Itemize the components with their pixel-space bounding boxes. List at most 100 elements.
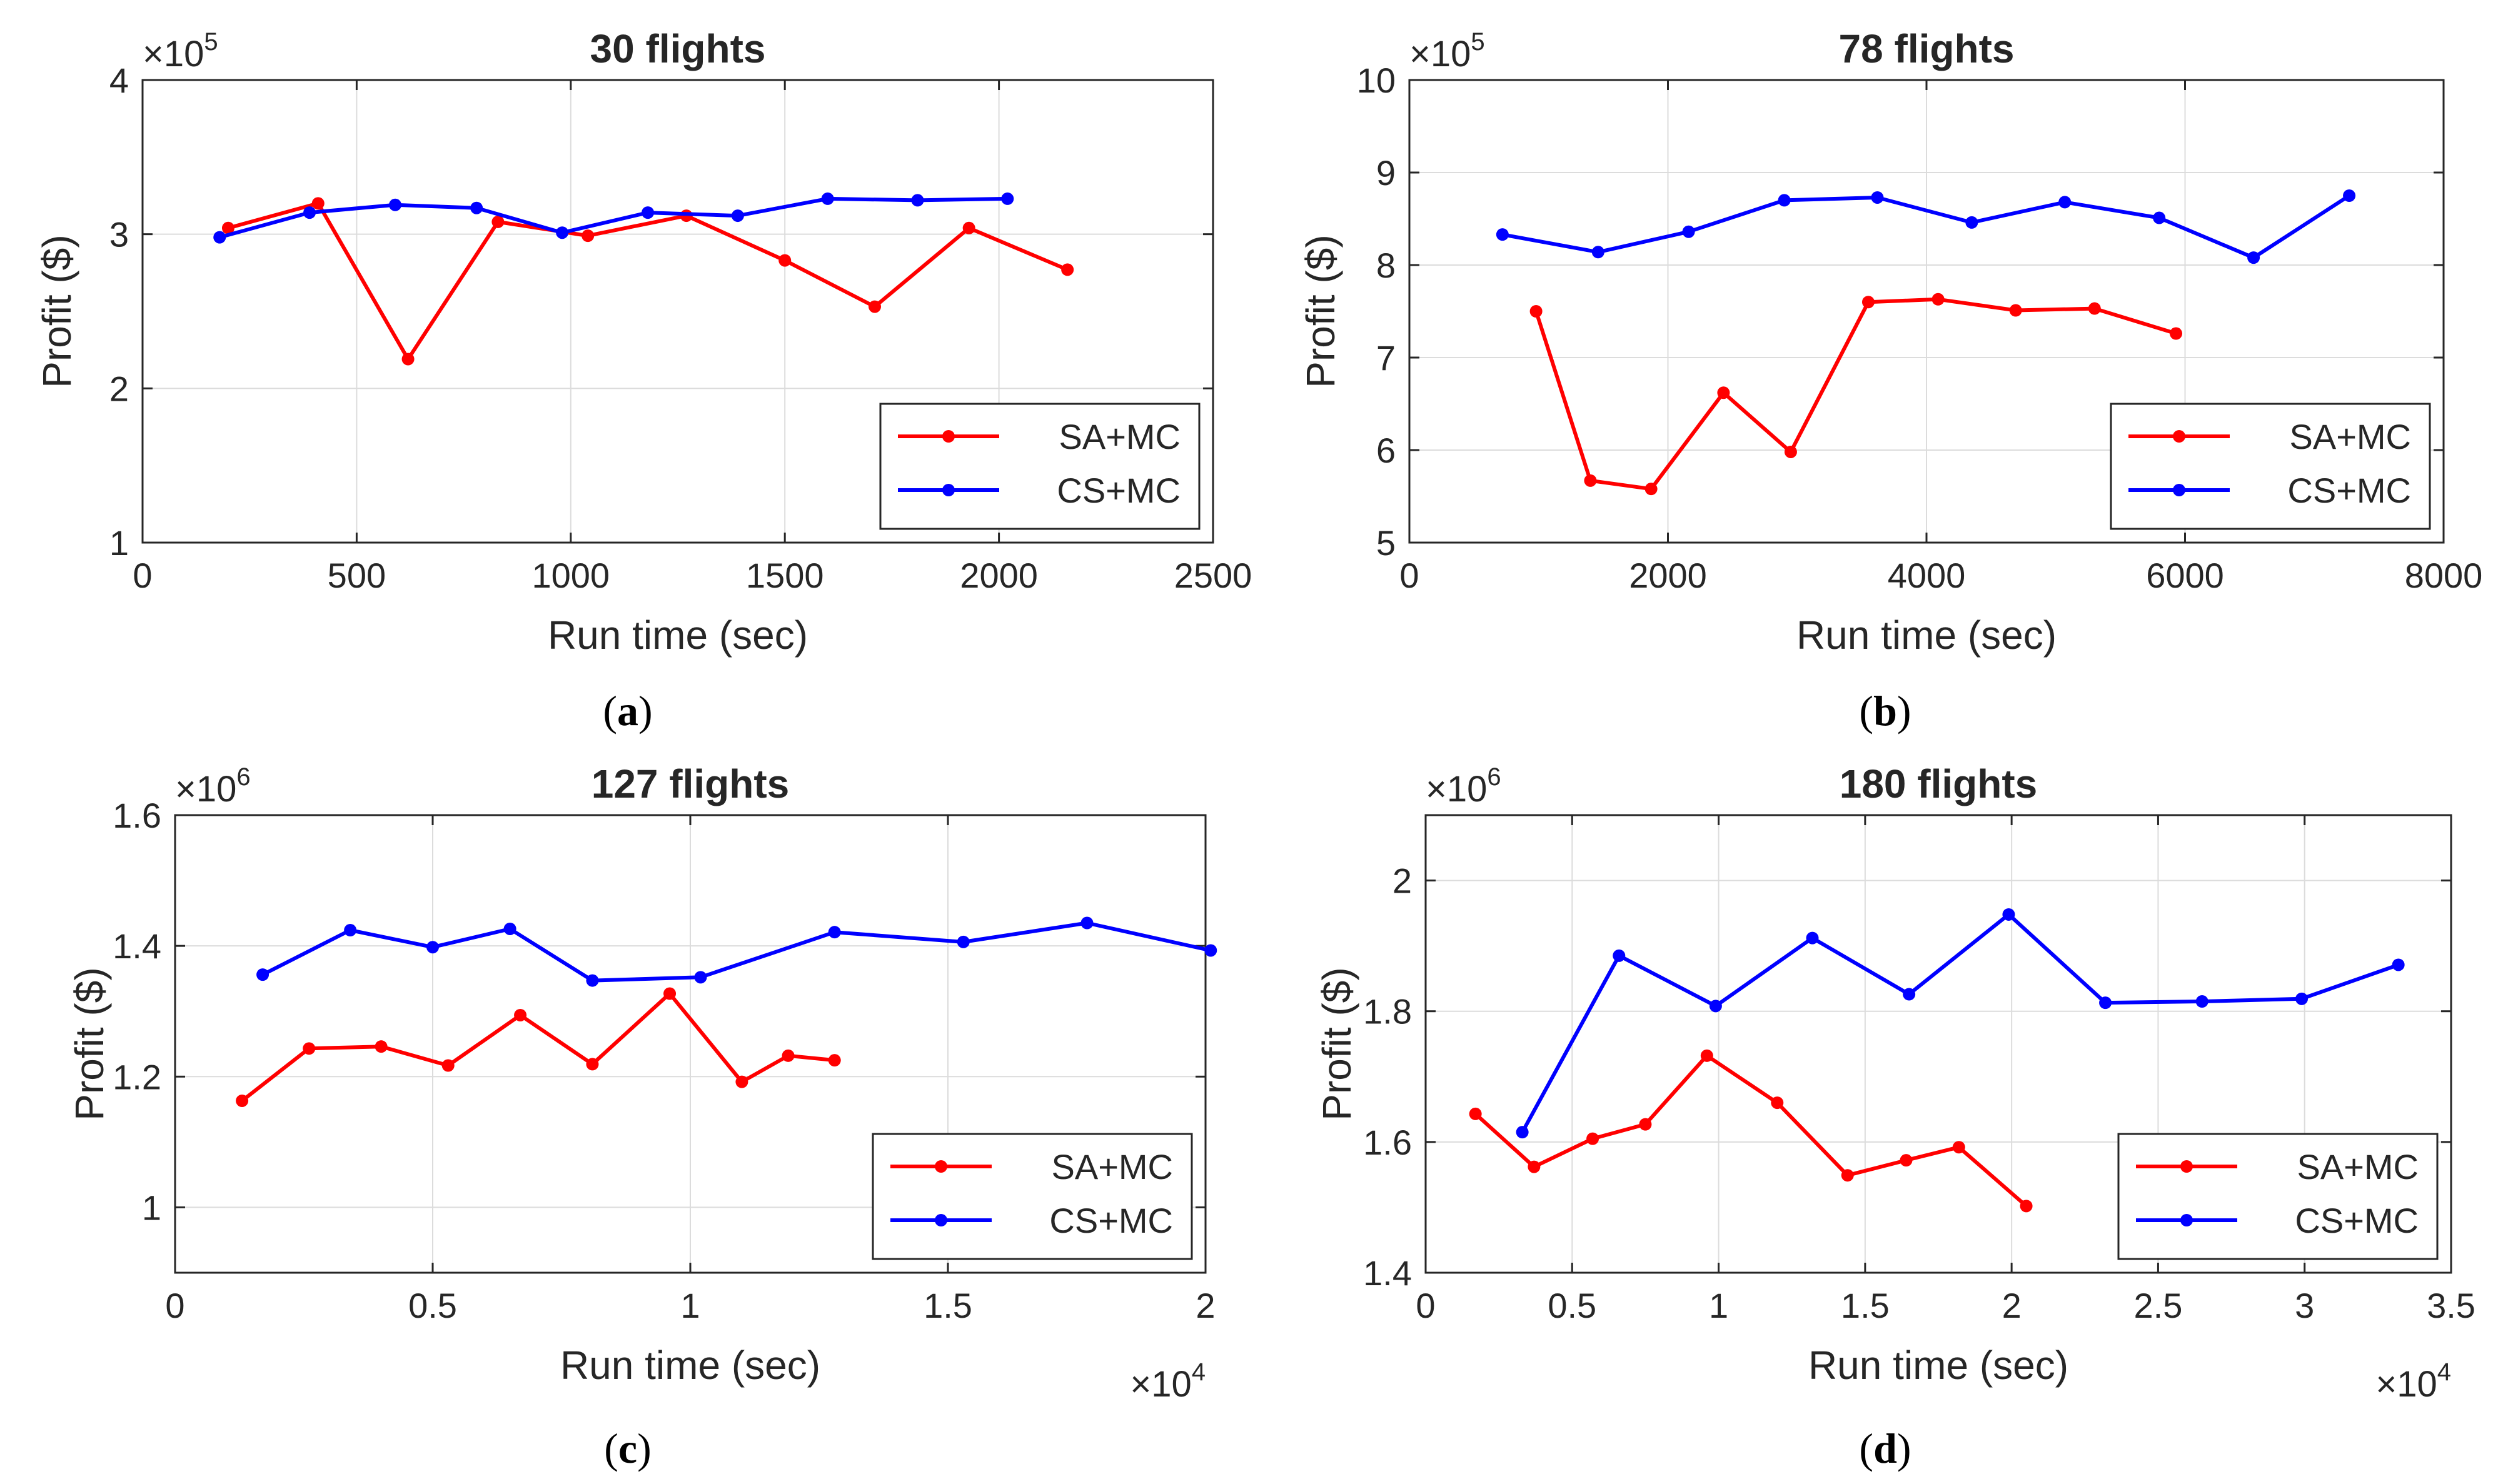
y-exponent-label: ×106	[1426, 763, 1501, 810]
x-tick-label: 4000	[1888, 556, 1966, 595]
data-point-cs-mc	[389, 198, 402, 211]
data-point-sa-mc	[586, 1058, 599, 1071]
data-point-cs-mc	[1591, 246, 1604, 259]
data-point-sa-mc	[1900, 1154, 1913, 1167]
x-tick-label: 2500	[1174, 556, 1252, 595]
series-line-sa-mc	[1534, 297, 2177, 491]
y-tick-label: 7	[1376, 338, 1396, 378]
legend-box	[2117, 1133, 2439, 1260]
legend-label: CS+MC	[1049, 1201, 1173, 1240]
legend: SA+MC CS+MC	[2117, 1133, 2439, 1260]
data-point-sa-mc	[782, 1049, 795, 1062]
data-point-cs-mc	[1965, 216, 1978, 229]
x-tick-label: 1.5	[1841, 1286, 1890, 1325]
axes-box	[1424, 814, 2452, 1274]
data-point-sa-mc	[962, 221, 975, 234]
x-tick-label: 1	[1709, 1286, 1728, 1325]
y-tick-label: 1.6	[1363, 1123, 1412, 1162]
data-point-sa-mc	[1639, 1118, 1652, 1131]
x-tick-label: 2000	[1629, 556, 1707, 595]
data-point-sa-mc	[1952, 1141, 1965, 1154]
x-tick-label: 2	[2002, 1286, 2022, 1325]
data-point-cs-mc	[426, 941, 439, 954]
data-point-sa-mc	[236, 1094, 249, 1107]
legend-marker	[935, 1160, 947, 1173]
y-tick-label: 6	[1376, 431, 1396, 470]
x-tick-label: 1000	[532, 556, 610, 595]
y-exponent-label: ×105	[143, 28, 218, 74]
legend-box	[2110, 403, 2431, 530]
legend-marker	[2180, 1160, 2193, 1173]
data-point-cs-mc	[911, 194, 924, 207]
legend-label: CS+MC	[2287, 471, 2411, 510]
data-point-sa-mc	[663, 987, 677, 1000]
data-point-sa-mc	[1469, 1107, 1482, 1120]
legend-marker	[935, 1214, 947, 1226]
data-point-sa-mc	[778, 254, 792, 267]
axes-box	[141, 79, 1214, 544]
x-axis-label: Run time (sec)	[1808, 1343, 2068, 1388]
y-tick-label: 1.8	[1363, 992, 1412, 1031]
legend: SA+MC CS+MC	[872, 1133, 1193, 1260]
data-point-sa-mc	[1061, 263, 1074, 276]
series-line-cs-mc	[1520, 912, 2399, 1133]
y-tick-label: 3	[109, 215, 129, 254]
data-point-sa-mc	[1528, 1160, 1541, 1173]
data-point-sa-mc	[375, 1040, 388, 1053]
x-tick-label: 1	[680, 1286, 700, 1325]
x-tick-label: 2	[1196, 1286, 1215, 1325]
legend: SA+MC CS+MC	[2110, 403, 2431, 530]
data-point-cs-mc	[1778, 194, 1791, 207]
data-point-cs-mc	[2058, 196, 2072, 209]
data-point-cs-mc	[1516, 1126, 1529, 1139]
x-axis-label: Run time (sec)	[560, 1343, 820, 1388]
legend-marker	[2180, 1214, 2193, 1226]
x-tick-label: 0	[1416, 1286, 1435, 1325]
chart-panel-d: 0 0.5 1 1.5 2 2.5 3 3.5 1.4 1.6 1.8 2 180 flights Run…	[1314, 761, 2475, 1472]
x-tick-label: 2000	[960, 556, 1038, 595]
data-point-cs-mc	[821, 192, 834, 205]
y-axis-label: Profit ($)	[34, 234, 79, 388]
legend-box	[872, 1133, 1193, 1260]
data-point-sa-mc	[1644, 483, 1658, 496]
legend-box	[879, 403, 1201, 530]
legend-marker	[2173, 430, 2185, 443]
legend: SA+MC CS+MC	[879, 403, 1201, 530]
data-point-sa-mc	[828, 1054, 841, 1067]
x-tick-label: 0.5	[408, 1286, 457, 1325]
data-point-cs-mc	[1682, 225, 1695, 238]
legend-label: SA+MC	[1052, 1147, 1174, 1186]
data-point-sa-mc	[491, 215, 505, 228]
y-axis-label: Profit ($)	[1298, 234, 1343, 388]
y-tick-label: 4	[109, 61, 129, 100]
y-axis-label: Profit ($)	[67, 967, 112, 1120]
data-point-sa-mc	[221, 221, 234, 234]
legend-label: CS+MC	[1057, 471, 1181, 510]
data-point-cs-mc	[1496, 228, 1509, 241]
data-point-sa-mc	[1529, 305, 1543, 318]
y-axis-label: Profit ($)	[1314, 967, 1359, 1120]
data-point-cs-mc	[2002, 908, 2015, 921]
data-point-sa-mc	[1586, 1132, 1599, 1145]
data-point-cs-mc	[2343, 189, 2356, 202]
data-point-sa-mc	[1700, 1049, 1713, 1062]
y-tick-label: 10	[1357, 61, 1396, 100]
data-point-cs-mc	[1001, 192, 1014, 205]
data-point-cs-mc	[642, 206, 655, 219]
y-tick-label: 1	[109, 523, 129, 563]
series-line-sa-mc	[228, 201, 1069, 361]
x-axis-label: Run time (sec)	[548, 613, 808, 658]
series-line-cs-mc	[1502, 194, 2350, 260]
legend-marker	[942, 484, 955, 496]
x-tick-label: 0.5	[1548, 1286, 1596, 1325]
x-tick-label: 8000	[2405, 556, 2483, 595]
data-point-sa-mc	[303, 1042, 316, 1055]
data-point-cs-mc	[470, 201, 483, 214]
data-point-cs-mc	[957, 935, 970, 948]
legend-label: CS+MC	[2295, 1201, 2419, 1240]
chart-panel-a: 0 500 1000 1500 2000 2500 1 2 3 4 30 flights Run ti…	[34, 26, 1252, 734]
y-tick-label: 2	[1392, 861, 1412, 901]
legend-marker	[942, 430, 955, 443]
data-point-cs-mc	[303, 206, 316, 219]
